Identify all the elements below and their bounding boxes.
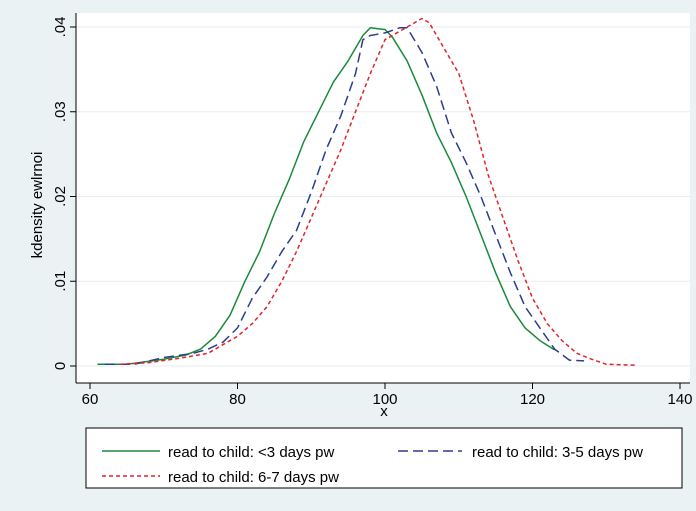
y-tick-label: .01 [52, 271, 69, 292]
series-line-1 [104, 27, 585, 366]
y-tick-label: 0 [52, 362, 69, 370]
grid-layer [76, 26, 690, 367]
legend-box [85, 427, 683, 489]
series-line-2 [119, 17, 636, 366]
series-line-0 [97, 27, 556, 366]
axes-layer: 0 .01 .02 .03 .04 60 80 100 120 140 [52, 13, 693, 408]
x-tick-label: 80 [229, 391, 246, 408]
legend-label-0: read to child: <3 days pw [168, 444, 335, 461]
x-tick-label: 100 [372, 391, 397, 408]
plot-area [76, 13, 690, 383]
x-tick-label: 140 [667, 391, 692, 408]
legend: read to child: <3 days pw read to child:… [85, 427, 683, 489]
y-tick-label: .02 [52, 186, 69, 207]
legend-label-1: read to child: 3-5 days pw [472, 444, 643, 461]
y-axis-title: kdensity ewlrnoi [29, 152, 46, 259]
y-tick-label: .04 [52, 17, 69, 38]
legend-label-2: read to child: 6-7 days pw [168, 469, 339, 486]
x-axis-title: x [380, 403, 388, 420]
series-layer [97, 17, 636, 366]
x-tick-label: 60 [82, 391, 99, 408]
x-tick-label: 120 [520, 391, 545, 408]
y-tick-label: .03 [52, 101, 69, 122]
